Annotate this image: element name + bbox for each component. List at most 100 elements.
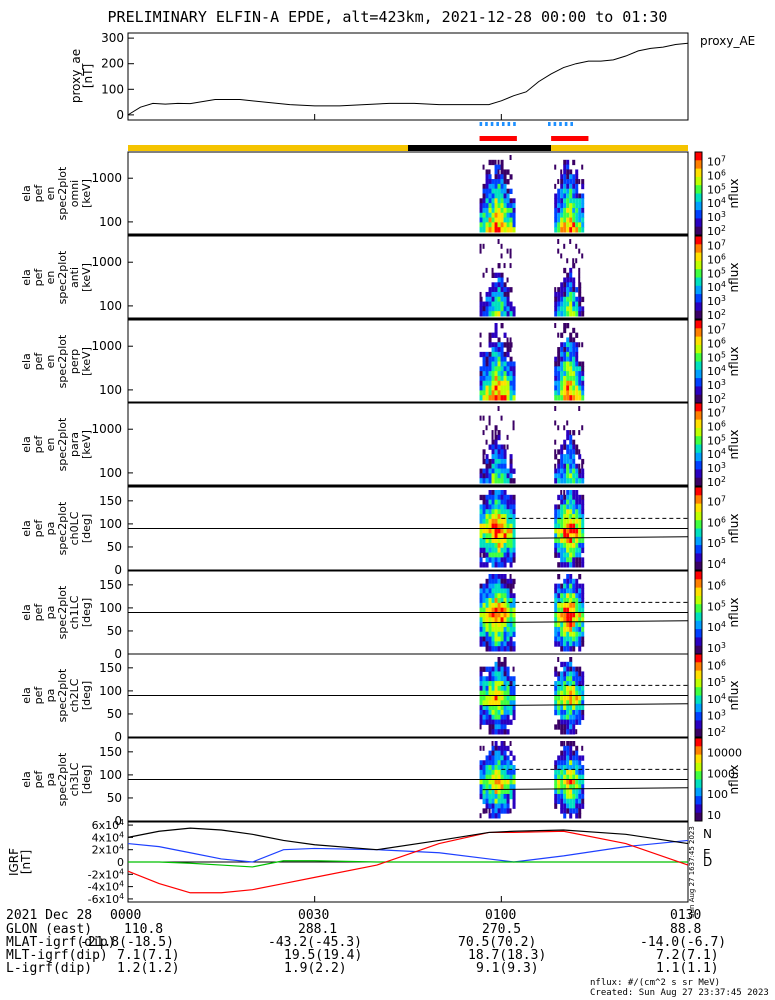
colorbar-cell — [695, 800, 702, 803]
flux-cell — [494, 478, 498, 484]
colorbar-cell — [695, 718, 702, 721]
flux-cell — [482, 779, 486, 785]
flux-cell — [578, 671, 582, 677]
flux-cell — [569, 296, 573, 303]
flux-cell — [488, 337, 492, 343]
flux-cell — [569, 612, 573, 618]
flux-cell — [503, 631, 507, 638]
flux-cell — [581, 765, 585, 771]
flux-cell — [479, 227, 483, 233]
colorbar-cell — [695, 781, 702, 785]
colorbar-frame — [694, 235, 703, 320]
flux-cell — [575, 332, 579, 338]
flux-cell — [575, 514, 579, 520]
flux-cell — [512, 523, 516, 529]
flux-cell — [512, 602, 516, 609]
flux-cell — [554, 593, 558, 599]
flux-cell — [563, 323, 567, 329]
flux-cell — [575, 174, 579, 180]
flux-cell — [578, 622, 582, 628]
flux-cell — [494, 222, 498, 228]
flux-cell — [491, 468, 495, 474]
flux-cell — [575, 729, 578, 735]
flux-cell — [563, 188, 567, 194]
flux-cell — [485, 765, 489, 771]
flux-cell — [560, 705, 564, 711]
colorbar-cell — [695, 432, 702, 435]
flux-cell — [581, 198, 585, 204]
flux-cell — [482, 552, 486, 558]
flux-cell — [494, 685, 498, 692]
flux-cell — [479, 380, 483, 387]
flux-cell — [506, 793, 510, 800]
loss-cone-line — [482, 703, 689, 707]
flux-cell — [491, 222, 495, 228]
flux-cell — [566, 473, 570, 479]
flux-cell — [500, 562, 504, 568]
colorbar-cell — [695, 716, 702, 719]
flux-cell — [575, 709, 579, 716]
flux-cell — [563, 636, 567, 642]
flux-cell — [512, 755, 516, 761]
flux-cell — [557, 509, 561, 515]
flux-cell — [509, 356, 513, 362]
flux-cell — [566, 509, 570, 515]
flux-cell — [566, 685, 570, 692]
flux-cell — [557, 193, 561, 199]
flux-cell — [497, 263, 501, 269]
flux-cell — [479, 666, 483, 672]
panel-ylabel: [deg] — [80, 598, 93, 627]
flux-cell — [554, 769, 558, 776]
flux-cell — [506, 646, 510, 652]
flux-cell — [479, 371, 483, 377]
colorbar-tick: 104 — [707, 280, 726, 295]
flux-cell — [488, 538, 492, 544]
panel-ylabel: spec2plot — [56, 334, 69, 388]
flux-cell — [566, 755, 570, 761]
panel-ylabel: pef — [32, 686, 45, 705]
igrf-ytick-label: -2x104 — [88, 867, 124, 882]
flux-cell — [482, 207, 486, 214]
flux-cell — [578, 454, 582, 460]
flux-cell — [512, 494, 516, 501]
flux-cell — [503, 523, 507, 529]
flux-cell — [554, 789, 558, 795]
flux-cell — [581, 709, 585, 716]
colorbar-tick: 103 — [707, 708, 726, 723]
flux-cell — [479, 366, 483, 372]
flux-cell — [509, 622, 513, 628]
flux-cell — [503, 612, 507, 618]
flux-cell — [491, 724, 495, 730]
flux-cell — [554, 439, 557, 445]
flux-cell — [497, 169, 500, 175]
flux-cell — [491, 463, 495, 470]
flux-cell — [563, 607, 567, 613]
flux-cell — [578, 588, 582, 594]
flux-cell — [563, 666, 567, 672]
flux-cell — [506, 203, 510, 209]
flux-cell — [500, 287, 504, 293]
flux-cell — [509, 538, 513, 544]
flux-cell — [557, 375, 561, 382]
flux-cell — [494, 425, 498, 431]
colorbar-cell — [695, 216, 702, 219]
flux-cell — [557, 296, 561, 303]
flux-cell — [503, 203, 507, 209]
colorbar-cell — [695, 499, 702, 503]
flux-cell — [503, 342, 507, 348]
flux-cell — [488, 547, 492, 554]
flux-cell — [503, 311, 507, 317]
colorbar-cell — [695, 810, 702, 814]
flux-cell — [497, 356, 501, 362]
flux-cell — [506, 375, 510, 382]
flux-cell — [509, 705, 513, 711]
colorbar-cell — [695, 214, 702, 217]
flux-cell — [500, 468, 504, 474]
flux-cell — [497, 494, 501, 501]
colorbar-cell — [695, 553, 702, 556]
flux-cell — [500, 646, 504, 652]
flux-cell — [506, 207, 510, 214]
flux-cell — [488, 593, 492, 599]
flux-cell — [491, 514, 495, 520]
flux-cell — [557, 533, 561, 539]
